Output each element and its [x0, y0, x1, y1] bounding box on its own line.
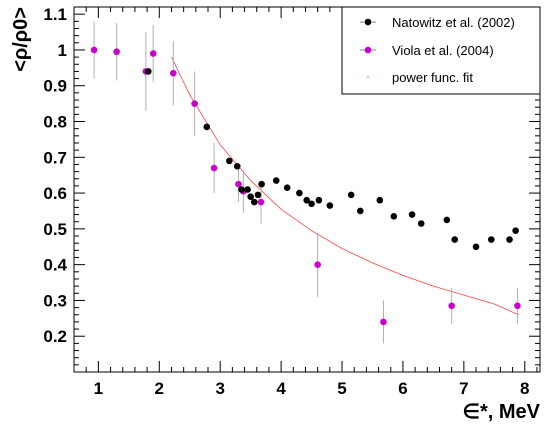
y-tick-label: 0.6	[43, 184, 67, 203]
natowitz-point	[296, 189, 303, 197]
x-tick-label: 7	[459, 379, 468, 398]
plot-area	[90, 21, 521, 344]
natowitz-point	[203, 123, 211, 131]
natowitz-point	[145, 68, 152, 75]
viola-point	[235, 180, 242, 188]
axes: 1 2 3 4 5 6 7 8 0.2 0.3 0.4 0.5 0.6 0.7 0.8 0.9 1 1.1 ∈*, …	[10, 5, 541, 423]
natowitz-point	[251, 198, 258, 206]
x-tick-label: 2	[155, 379, 164, 398]
y-tick-label: 0.4	[43, 256, 67, 275]
legend: Natowitz et al. (2002) Viola et al. (2004…	[341, 6, 541, 95]
legend-fit-marker	[367, 76, 369, 78]
viola-point	[210, 164, 218, 172]
y-axis-label: <ρ/ρ0>	[10, 7, 32, 72]
legend-natowitz-label: Natowitz et al. (2002)	[392, 15, 515, 30]
natowitz-point	[376, 196, 384, 204]
y-tick-label: 0.3	[43, 291, 67, 310]
viola-point	[514, 302, 521, 310]
natowitz-point	[417, 220, 425, 227]
viola-point	[149, 50, 157, 57]
x-tick-label: 8	[520, 379, 529, 398]
viola-point	[257, 198, 265, 206]
natowitz-point	[238, 186, 245, 193]
viola-point	[380, 318, 387, 326]
x-tick-label: 1	[94, 379, 103, 398]
natowitz-point	[272, 177, 280, 184]
fit-curve	[171, 56, 519, 316]
y-tick-label: 0.9	[43, 77, 67, 96]
y-tick-label: 1	[58, 41, 67, 60]
natowitz-point	[244, 186, 251, 193]
natowitz-point	[247, 193, 254, 200]
natowitz-point	[258, 180, 265, 188]
natowitz-point	[390, 213, 398, 220]
x-tick-label: 4	[276, 379, 286, 398]
y-tick-label: 0.7	[43, 148, 67, 167]
natowitz-point	[451, 236, 459, 243]
y-tick-label: 0.2	[43, 327, 67, 346]
legend-viola-marker	[364, 46, 372, 54]
natowitz-point	[408, 211, 416, 218]
natowitz-point	[326, 202, 334, 209]
natowitz-point	[226, 157, 233, 165]
natowitz-point	[347, 191, 355, 199]
viola-point	[90, 46, 98, 54]
y-tick-label: 0.5	[43, 220, 67, 239]
viola-point	[113, 48, 120, 56]
x-tick-label: 6	[398, 379, 407, 398]
plot-frame	[73, 6, 541, 373]
natowitz-point	[472, 243, 480, 251]
natowitz-point	[233, 162, 241, 170]
viola-point	[448, 302, 455, 310]
viola-point	[169, 69, 177, 77]
natowitz-point	[303, 196, 310, 204]
viola-point	[191, 100, 198, 107]
legend-fit-label: power func. fit	[392, 70, 473, 85]
natowitz-point	[308, 200, 315, 208]
natowitz-point	[254, 191, 262, 199]
y-tick-label: 0.8	[43, 113, 67, 132]
natowitz-point	[512, 227, 519, 234]
legend-viola-label: Viola et al. (2004)	[392, 43, 494, 58]
x-tick-label: 3	[215, 379, 224, 398]
viola-point	[314, 261, 321, 268]
natowitz-point	[283, 184, 291, 192]
x-tick-label: 5	[337, 379, 346, 398]
natowitz-point	[357, 207, 364, 215]
natowitz-point	[487, 236, 495, 243]
y-tick-label: 1.1	[43, 5, 67, 24]
natowitz-point	[315, 196, 323, 204]
x-axis-label: ∈*, MeV	[463, 401, 541, 423]
natowitz-point	[443, 216, 451, 224]
natowitz-point	[506, 236, 513, 243]
legend-natowitz-marker	[364, 18, 372, 26]
